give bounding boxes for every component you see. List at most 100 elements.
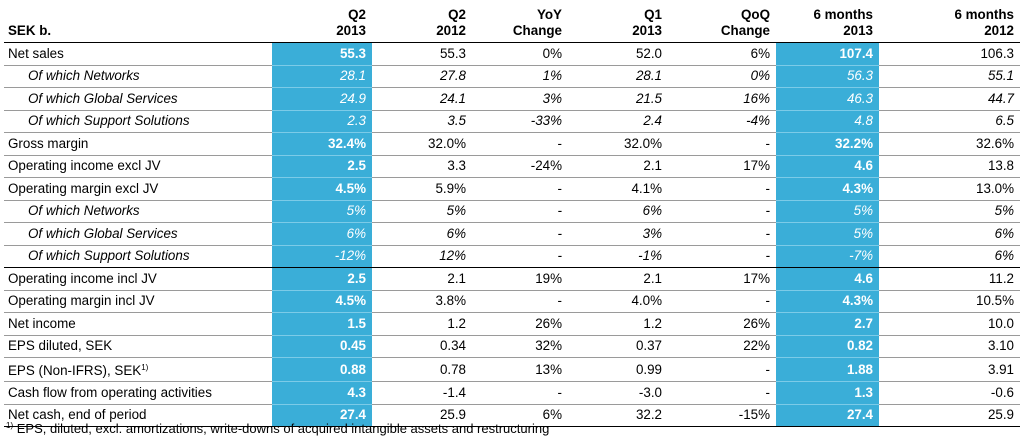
row-label: Of which Support Solutions [4, 110, 272, 133]
row-value: 16% [668, 87, 776, 111]
table-row: Operating income incl JV 2.5 2.1 19% 2.1 17% 4… [4, 267, 1020, 291]
row-value: -4% [668, 110, 776, 133]
row-value: 32.0% [372, 132, 472, 156]
table-row: Operating income excl JV 2.5 3.3 -24% 2.1 17%… [4, 155, 1020, 178]
table-body: Net sales 55.3 55.3 0% 52.0 6% 107.4 106.3 Of wh… [4, 42, 1020, 427]
row-value: 21.5 [568, 87, 668, 111]
row-value: 13% [472, 357, 568, 382]
row-label: Operating income incl JV [4, 267, 272, 291]
row-value: 6% [668, 42, 776, 66]
row-label: Cash flow from operating activities [4, 381, 272, 405]
row-value: -7% [776, 245, 879, 268]
row-value: 3% [472, 87, 568, 111]
table-row: EPS (Non-IFRS), SEK1) 0.88 0.78 13% 0.99-1.8… [4, 357, 1020, 382]
row-value: 0% [472, 42, 568, 66]
row-label: EPS diluted, SEK [4, 335, 272, 358]
row-value: 27.4 [776, 404, 879, 427]
row-value: - [472, 222, 568, 246]
row-value: 2.1 [372, 267, 472, 291]
table-row: Net income 1.5 1.2 26% 1.2 26% 2.7 10.0 [4, 312, 1020, 336]
row-value: 32.2 [568, 404, 668, 427]
row-value: 0.34 [372, 335, 472, 358]
row-value: 2.4 [568, 110, 668, 133]
table-row: Cash flow from operating activities 4.3 -1… [4, 381, 1020, 405]
header-row: SEK b. Q2 2013 Q2 2012 YoY Change Q1 2013 Qo… [4, 6, 1020, 43]
row-value: - [668, 290, 776, 313]
row-value: 32.4% [272, 132, 372, 156]
table-row: Operating margin incl JV 4.5% 3.8% -4.0% -4.… [4, 290, 1020, 313]
row-value: 4.1% [568, 177, 668, 201]
row-label: Net cash, end of period [4, 404, 272, 427]
row-label: Of which Support Solutions [4, 245, 272, 268]
header-col-q2-2012: Q2 2012 [372, 6, 472, 43]
row-value: 5% [776, 200, 879, 223]
row-value: 0.82 [776, 335, 879, 358]
row-value: 10.0 [879, 312, 1020, 336]
row-value: 17% [668, 155, 776, 178]
row-value: 1.3 [776, 381, 879, 405]
row-value: 56.3 [776, 65, 879, 88]
row-value: 6% [879, 222, 1020, 246]
table-row: Of which Global Services 6% 6% -3% -5% 6% [4, 222, 1020, 246]
row-value: 22% [668, 335, 776, 358]
row-value: 3.5 [372, 110, 472, 133]
row-value: 26% [472, 312, 568, 336]
footnote: 1) EPS, diluted, excl. amortizations, wr… [6, 421, 549, 436]
row-value: 2.7 [776, 312, 879, 336]
row-value: - [472, 245, 568, 268]
row-value: 55.1 [879, 65, 1020, 88]
row-label: Operating margin excl JV [4, 177, 272, 201]
header-col-6m-2013: 6 months 2013 [776, 6, 879, 43]
row-label: Of which Global Services [4, 222, 272, 246]
row-value: - [668, 357, 776, 382]
row-value: 19% [472, 267, 568, 291]
row-value: 4.5% [272, 177, 372, 201]
footnote-text: EPS, diluted, excl. amortizations, write… [16, 421, 550, 436]
row-value: - [668, 200, 776, 223]
row-value: 3.10 [879, 335, 1020, 358]
row-value: 55.3 [372, 42, 472, 66]
row-value: 28.1 [568, 65, 668, 88]
row-value: - [668, 132, 776, 156]
row-value: 0.99 [568, 357, 668, 382]
row-value: 6% [879, 245, 1020, 268]
row-value: 3.8% [372, 290, 472, 313]
row-value: - [668, 177, 776, 201]
row-value: 4.5% [272, 290, 372, 313]
row-value: 5.9% [372, 177, 472, 201]
row-value: 25.9 [372, 404, 472, 427]
row-value: 1.88 [776, 357, 879, 382]
row-value: 24.9 [272, 87, 372, 111]
header-col-yoy-change: YoY Change [472, 6, 568, 43]
row-value: 0% [668, 65, 776, 88]
row-value: 13.0% [879, 177, 1020, 201]
row-value: 17% [668, 267, 776, 291]
row-value: - [668, 222, 776, 246]
row-value: 1.5 [272, 312, 372, 336]
financial-summary-table: SEK b. Q2 2013 Q2 2012 YoY Change Q1 2013 Qo… [4, 6, 1020, 427]
row-value: 2.5 [272, 155, 372, 178]
row-value: - [668, 245, 776, 268]
table-row: Net sales 55.3 55.3 0% 52.0 6% 107.4 106.3 [4, 42, 1020, 66]
row-value: - [472, 381, 568, 405]
row-value: 26% [668, 312, 776, 336]
row-value: 107.4 [776, 42, 879, 66]
row-value: 1.2 [568, 312, 668, 336]
table-row: Net cash, end of period 27.4 25.9 6% 32.2 -15… [4, 404, 1020, 427]
row-value: 6% [372, 222, 472, 246]
row-value: 27.8 [372, 65, 472, 88]
row-value: 12% [372, 245, 472, 268]
row-label: Of which Networks [4, 200, 272, 223]
row-label: Net sales [4, 42, 272, 66]
row-value: 5% [879, 200, 1020, 223]
table-row: Of which Support Solutions 2.3 3.5 -33% 2.4-… [4, 110, 1020, 133]
row-value: 32.6% [879, 132, 1020, 156]
row-value: -3.0 [568, 381, 668, 405]
table-row: Operating margin excl JV 4.5% 5.9% -4.1% -4.… [4, 177, 1020, 201]
row-label: EPS (Non-IFRS), SEK1) [4, 357, 272, 382]
footnote-mark: 1) [6, 421, 14, 430]
table-row: Gross margin 32.4% 32.0% -32.0% -32.2% 32.6% [4, 132, 1020, 156]
row-value: 0.88 [272, 357, 372, 382]
row-value: 0.37 [568, 335, 668, 358]
row-value: - [472, 177, 568, 201]
